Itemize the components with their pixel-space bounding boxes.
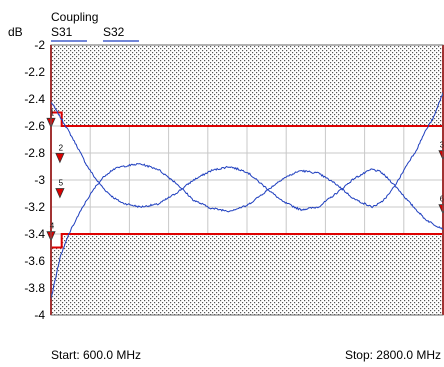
marker-5: 5	[55, 179, 65, 199]
y-tick-label: -4	[34, 308, 45, 322]
y-tick-label: -3.4	[24, 227, 45, 241]
marker-triangle	[55, 152, 65, 164]
plot-border	[50, 44, 444, 316]
marker-label: 2	[59, 143, 64, 152]
upper-limit-region	[51, 45, 443, 126]
lower-limit-region	[51, 234, 443, 315]
start-frequency-label: Start: 600.0 MHz	[51, 348, 141, 362]
marker-label: 6	[440, 195, 444, 204]
y-tick-label: -2.4	[24, 92, 45, 106]
lower-limit-line	[51, 233, 443, 249]
legend-label: S31	[51, 25, 73, 39]
series-s32-line	[50, 91, 444, 300]
marker-label: 3	[440, 141, 444, 150]
chart-title: Coupling	[51, 10, 98, 24]
y-tick-label: -3.8	[24, 281, 45, 295]
marker-label: 5	[59, 179, 64, 188]
y-tick-label: -3.2	[24, 200, 45, 214]
series-s31-line	[50, 101, 444, 230]
y-tick-label: -2.6	[24, 119, 45, 133]
marker-label: 4	[50, 222, 55, 231]
stop-frequency-label: Stop: 2800.0 MHz	[345, 348, 441, 362]
marker-label: 1	[50, 108, 55, 117]
legend: S31 S32	[51, 25, 139, 42]
y-tick-label: -2	[34, 38, 45, 52]
y-tick-label: -2.2	[24, 65, 45, 79]
y-tick-label: -3	[34, 173, 45, 187]
plot-area: 1 2 3 4 5 6	[46, 44, 444, 316]
y-tick-labels: -2 -2.2 -2.4 -2.6 -2.8 -3 -3.2 -3.4 -3.6 -3.8 -4	[24, 38, 45, 322]
marker-triangle	[55, 188, 65, 199]
legend-label: S32	[103, 25, 125, 39]
y-axis-label: dB	[8, 25, 23, 39]
legend-item-s32: S32	[103, 25, 139, 42]
y-tick-label: -2.8	[24, 146, 45, 160]
marker-2: 2	[55, 143, 65, 164]
y-tick-label: -3.6	[24, 254, 45, 268]
legend-item-s31: S31	[51, 25, 87, 42]
